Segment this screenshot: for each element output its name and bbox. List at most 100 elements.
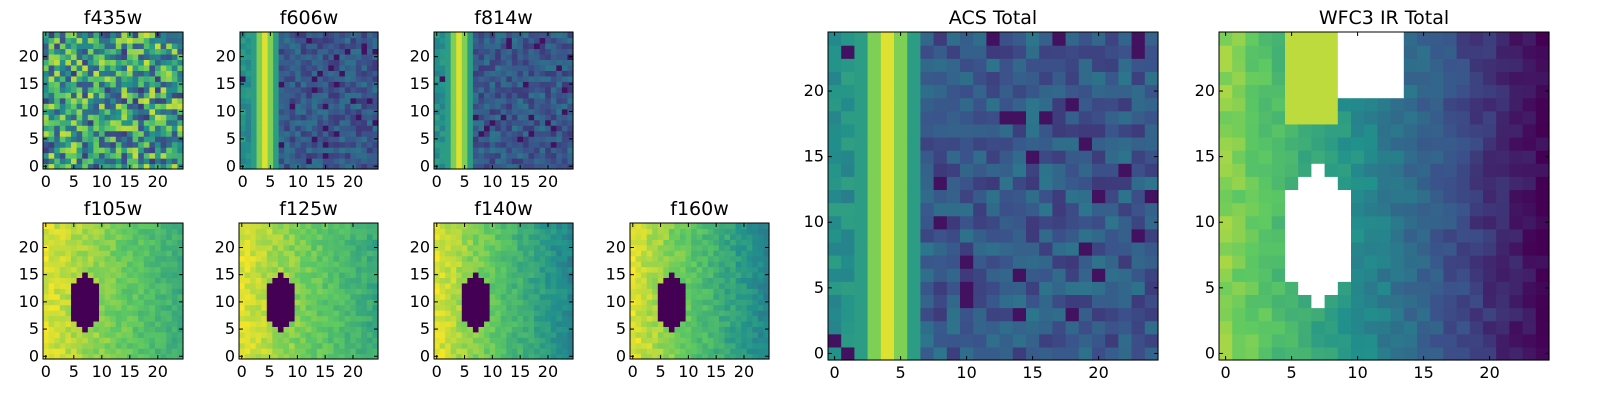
- heatmap-cell: [59, 353, 66, 360]
- heatmap-cell: [691, 228, 698, 235]
- heatmap-cell: [121, 239, 128, 246]
- heatmap-cell: [372, 266, 379, 273]
- heatmap-cell: [166, 271, 173, 278]
- heatmap-cell: [295, 75, 302, 82]
- heatmap-cell: [472, 233, 480, 240]
- heatmap-cell: [143, 337, 150, 344]
- heatmap-cell: [973, 268, 987, 282]
- heatmap-cell: [511, 163, 518, 170]
- heatmap-cell: [920, 215, 935, 230]
- heatmap-cell: [177, 228, 184, 235]
- heatmap-cell: [522, 244, 530, 251]
- heatmap-cell: [284, 59, 291, 66]
- heatmap-cell: [65, 261, 72, 268]
- heatmap-cell: [467, 136, 474, 143]
- heatmap-cell: [506, 348, 513, 355]
- heatmap-cell: [166, 320, 173, 327]
- heatmap-cell: [1118, 163, 1133, 177]
- heatmap-cell: [54, 70, 61, 77]
- heatmap-cell: [244, 244, 251, 251]
- heatmap-cell: [986, 215, 1001, 230]
- heatmap-cell: [641, 337, 648, 344]
- heatmap-cell: [439, 299, 446, 306]
- heatmap-cell: [461, 337, 468, 344]
- heatmap-cell: [121, 282, 128, 289]
- heatmap-cell: [828, 228, 842, 243]
- heatmap-cell: [273, 158, 280, 165]
- heatmap-cell: [339, 233, 346, 240]
- heatmap-cell: [933, 346, 948, 361]
- x-tick-label: 5: [655, 362, 665, 381]
- heatmap-cell: [1092, 281, 1106, 295]
- heatmap-cell: [59, 315, 66, 322]
- x-tick-label: 15: [510, 172, 530, 191]
- heatmap-cell: [127, 326, 134, 333]
- heatmap-cell: [361, 261, 368, 268]
- heatmap-cell: [160, 152, 167, 159]
- heatmap-cell: [160, 337, 167, 344]
- heatmap-cell: [707, 239, 714, 246]
- heatmap-cell: [82, 293, 89, 300]
- heatmap-cell: [245, 48, 252, 55]
- heatmap-cell: [478, 299, 485, 306]
- heatmap-cell: [867, 163, 882, 177]
- heatmap-cell: [300, 320, 307, 327]
- heatmap-cell: [561, 233, 569, 240]
- heatmap-cell: [495, 48, 502, 55]
- heatmap-cell: [685, 282, 692, 289]
- heatmap-cell: [517, 299, 524, 306]
- heatmap-cell: [255, 315, 262, 322]
- heatmap-cell: [641, 223, 648, 230]
- heatmap-cell: [489, 108, 496, 115]
- heatmap-cell: [472, 315, 480, 322]
- heatmap-cell: [322, 310, 329, 317]
- heatmap-cell: [322, 92, 329, 99]
- heatmap-cell: [361, 130, 368, 137]
- heatmap-cell: [561, 32, 569, 39]
- heatmap-cell: [76, 250, 83, 257]
- heatmap-cell: [132, 136, 139, 143]
- heatmap-cell: [115, 92, 122, 99]
- heatmap-cell: [322, 255, 329, 262]
- heatmap-cell: [115, 42, 122, 50]
- heatmap-cell: [99, 315, 106, 322]
- heatmap-cell: [718, 239, 726, 246]
- heatmap-cell: [730, 353, 737, 360]
- heatmap-cell: [316, 320, 323, 327]
- heatmap-cell: [522, 320, 530, 327]
- heatmap-cell: [933, 294, 948, 309]
- heatmap-cell: [366, 239, 374, 246]
- heatmap-cell: [434, 86, 441, 93]
- heatmap-cell: [71, 282, 78, 289]
- heatmap-cell: [110, 37, 117, 44]
- heatmap-cell: [484, 223, 491, 230]
- heatmap-cell: [545, 331, 552, 338]
- heatmap-cell: [456, 97, 463, 104]
- heatmap-cell: [256, 158, 263, 165]
- heatmap-cell: [166, 136, 173, 143]
- heatmap-cell: [506, 299, 513, 306]
- heatmap-cell: [355, 53, 363, 60]
- heatmap-cell: [344, 86, 351, 93]
- x-tick-label: 5: [265, 172, 275, 191]
- heatmap-cell: [322, 64, 329, 71]
- heatmap-cell: [266, 239, 273, 246]
- heatmap-cell: [511, 114, 518, 121]
- heatmap-cell: [724, 282, 731, 289]
- heatmap-cell: [121, 158, 128, 165]
- heatmap-cell: [556, 81, 563, 88]
- heatmap-cell: [289, 304, 296, 311]
- heatmap-cell: [327, 348, 335, 355]
- heatmap-cell: [306, 70, 313, 77]
- heatmap-cell: [867, 241, 882, 256]
- heatmap-cell: [166, 37, 173, 44]
- heatmap-cell: [104, 228, 111, 235]
- heatmap-cell: [99, 277, 106, 284]
- heatmap-cell: [71, 119, 78, 126]
- heatmap-cell: [561, 141, 569, 148]
- heatmap-cell: [674, 337, 681, 344]
- heatmap-cell: [696, 228, 703, 235]
- heatmap-cell: [561, 103, 569, 110]
- heatmap-cell: [350, 255, 357, 262]
- heatmap-cell: [500, 42, 507, 50]
